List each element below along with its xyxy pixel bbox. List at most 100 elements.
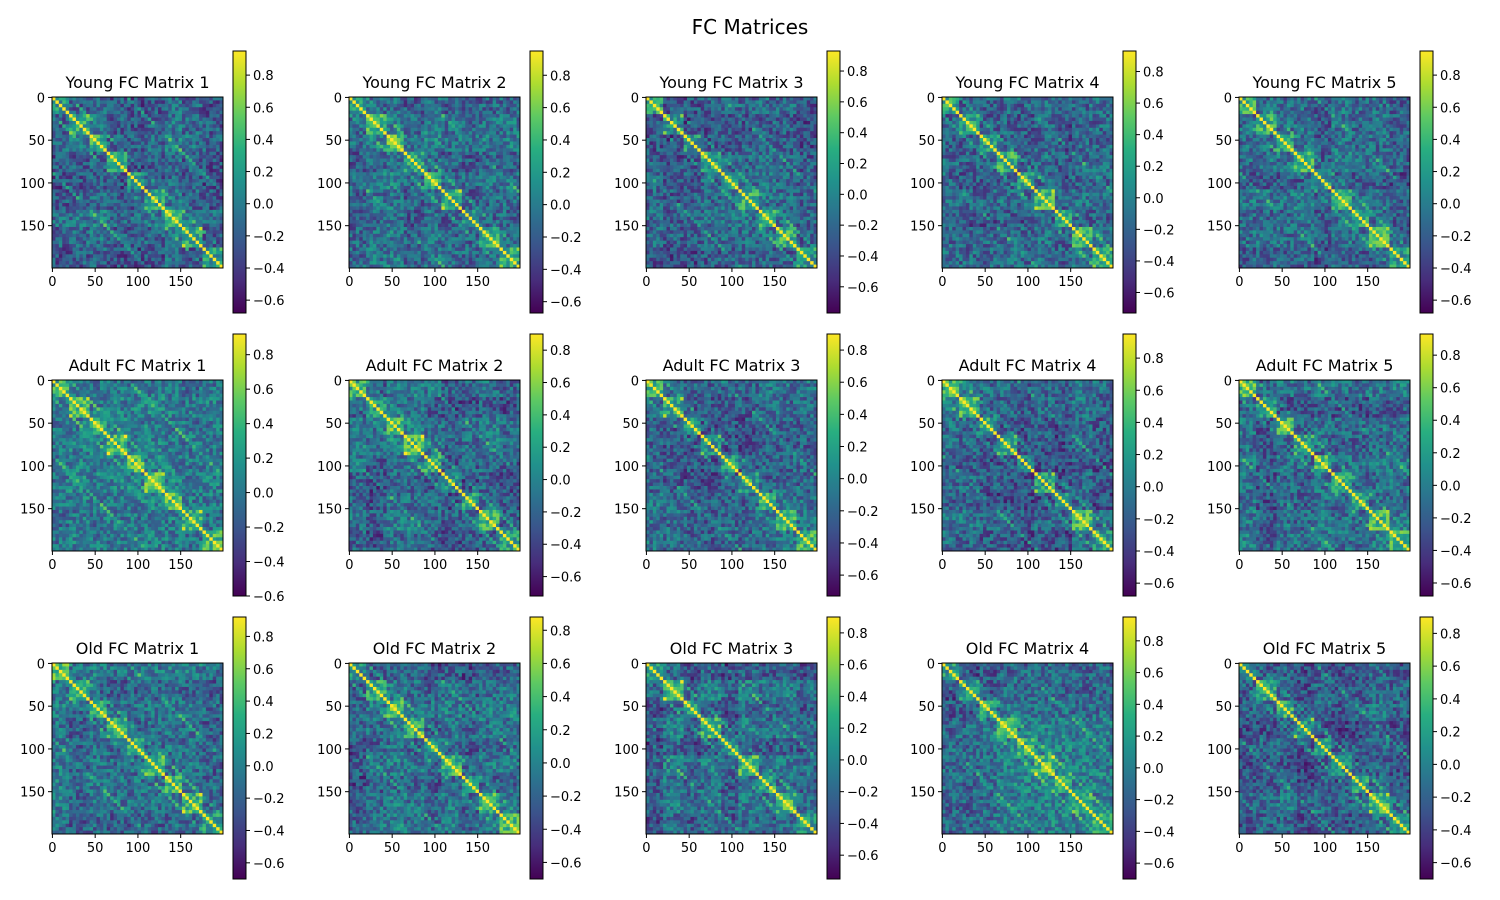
colorbar: −0.6−0.4−0.20.00.20.40.60.8: [1420, 334, 1472, 596]
x-tick-label: 100: [1016, 275, 1041, 290]
panel-7: Adult FC Matrix 20 50 100 150050100150−0.6−…: [317, 334, 581, 596]
colorbar-tick-label: 0.2: [1440, 726, 1461, 741]
colorbar-bar: [1420, 51, 1433, 313]
y-tick-label: 0: [927, 374, 935, 389]
colorbar-tick-label: 0.6: [1143, 97, 1164, 112]
colorbar: −0.6−0.4−0.20.00.20.40.60.8: [530, 334, 582, 596]
colorbar-tick-label: −0.6: [1440, 577, 1472, 592]
y-tick-label: 0: [1224, 657, 1232, 672]
y-tick-label: 150: [20, 220, 45, 235]
y-tick-label: 150: [20, 503, 45, 518]
colorbar-tick-label: 0.8: [1143, 66, 1164, 81]
panel-title: Young FC Matrix 4: [954, 73, 1099, 92]
colorbar-tick-label: 0.4: [550, 409, 571, 424]
panel-title: Old FC Matrix 1: [76, 639, 199, 658]
y-tick-label: 150: [614, 786, 639, 801]
colorbar-tick-label: −0.2: [253, 521, 285, 536]
colorbar-tick-label: 0.8: [847, 344, 868, 359]
colorbar-tick-label: −0.4: [1440, 262, 1472, 277]
x-tick-label: 150: [1058, 275, 1083, 290]
x-tick-label: 150: [1058, 558, 1083, 573]
x-tick-label: 50: [87, 841, 104, 856]
panel-title: Old FC Matrix 3: [670, 639, 793, 658]
x-tick-label: 100: [423, 275, 448, 290]
colorbar-tick-label: 0.0: [847, 754, 868, 769]
panel-8: Adult FC Matrix 30 50 100 150050100150−0.6−…: [614, 334, 878, 596]
colorbar: −0.6−0.4−0.20.00.20.40.60.8: [233, 334, 285, 605]
colorbar-tick-label: 0.6: [847, 659, 868, 674]
y-tick-label: 50: [622, 700, 639, 715]
x-tick-label: 50: [87, 558, 104, 573]
panel-10: Adult FC Matrix 50 50 100 150050100150−0.6−…: [1207, 334, 1471, 596]
colorbar-tick-label: 0.4: [847, 127, 868, 142]
panel-title: Adult FC Matrix 5: [1256, 356, 1394, 375]
colorbar-tick-label: 0.8: [1143, 635, 1164, 650]
x-tick-label: 150: [1355, 841, 1380, 856]
colorbar-tick-label: 0.4: [1440, 414, 1461, 429]
colorbar: −0.6−0.4−0.20.00.20.40.60.8: [233, 617, 285, 879]
colorbar-tick-label: −0.4: [1440, 824, 1472, 839]
x-tick-label: 50: [384, 275, 401, 290]
colorbar-tick-label: −0.6: [550, 296, 582, 311]
y-tick-label: 0: [1224, 374, 1232, 389]
colorbar-tick-label: 0.4: [847, 690, 868, 705]
colorbar-tick-label: 0.8: [253, 69, 274, 84]
x-tick-label: 100: [423, 558, 448, 573]
colorbar-tick-label: 0.6: [1440, 660, 1461, 675]
colorbar-tick-label: 0.4: [847, 408, 868, 423]
colorbar-tick-label: −0.2: [550, 790, 582, 805]
colorbar-bar: [827, 51, 840, 313]
panel-3: Young FC Matrix 30 50 100 150050100150−0.6−…: [614, 51, 878, 313]
panel-13: Old FC Matrix 30 50 100 150050100150−0.6−0.…: [614, 617, 878, 879]
x-tick-label: 50: [977, 558, 994, 573]
colorbar: −0.6−0.4−0.20.00.20.40.60.8: [827, 51, 879, 313]
y-tick-label: 150: [614, 220, 639, 235]
y-tick-label: 150: [910, 220, 935, 235]
x-tick-label: 150: [1058, 841, 1083, 856]
x-tick-label: 100: [720, 558, 745, 573]
colorbar-tick-label: 0.6: [1440, 101, 1461, 116]
colorbar-tick-label: 0.2: [253, 166, 274, 181]
heatmap: [942, 380, 1113, 551]
y-tick-label: 150: [20, 786, 45, 801]
panel-6: Adult FC Matrix 10 50 100 150050100150−0.6−…: [20, 334, 284, 605]
colorbar-tick-label: 0.0: [550, 474, 571, 489]
panel-11: Old FC Matrix 10 50 100 150050100150−0.6−0.…: [20, 617, 284, 879]
heatmap: [349, 97, 520, 268]
colorbar-tick-label: 0.8: [1440, 69, 1461, 84]
x-tick-label: 50: [977, 275, 994, 290]
panel-title: Adult FC Matrix 1: [69, 356, 207, 375]
panel-2: Young FC Matrix 20 50 100 150050100150−0.6−…: [317, 51, 581, 313]
y-tick-label: 100: [910, 460, 935, 475]
x-tick-label: 100: [126, 558, 151, 573]
colorbar-tick-label: 0.4: [1440, 693, 1461, 708]
x-tick-label: 100: [1313, 841, 1338, 856]
colorbar-tick-label: 0.8: [1440, 349, 1461, 364]
colorbar-bar: [233, 51, 246, 313]
panel-5: Young FC Matrix 50 50 100 150050100150−0.6−…: [1207, 51, 1471, 313]
y-tick-label: 50: [1215, 134, 1232, 149]
colorbar: −0.6−0.4−0.20.00.20.40.60.8: [827, 334, 879, 596]
x-tick-label: 0: [1235, 275, 1243, 290]
y-tick-label: 100: [910, 743, 935, 758]
x-tick-label: 100: [126, 841, 151, 856]
panel-title: Old FC Matrix 2: [373, 639, 496, 658]
y-tick-label: 100: [614, 460, 639, 475]
panels: Young FC Matrix 10 50 100 150050100150−0.6−…: [20, 51, 1471, 879]
panel-14: Old FC Matrix 40 50 100 150050100150−0.6−0.…: [910, 617, 1174, 879]
heatmap: [1239, 663, 1410, 834]
colorbar-tick-label: −0.2: [1440, 230, 1472, 245]
colorbar-tick-label: 0.8: [1143, 352, 1164, 367]
colorbar-tick-label: −0.6: [253, 590, 285, 605]
y-tick-label: 0: [37, 657, 45, 672]
colorbar-tick-label: 0.0: [1440, 758, 1461, 773]
colorbar-tick-label: 0.2: [1440, 166, 1461, 181]
colorbar-tick-label: −0.6: [253, 294, 285, 309]
x-tick-label: 0: [938, 275, 946, 290]
colorbar-tick-label: 0.6: [1143, 384, 1164, 399]
y-tick-label: 0: [334, 657, 342, 672]
x-tick-label: 150: [465, 275, 490, 290]
y-tick-label: 100: [614, 743, 639, 758]
panel-4: Young FC Matrix 40 50 100 150050100150−0.6−…: [910, 51, 1174, 313]
colorbar-bar: [1420, 617, 1433, 879]
